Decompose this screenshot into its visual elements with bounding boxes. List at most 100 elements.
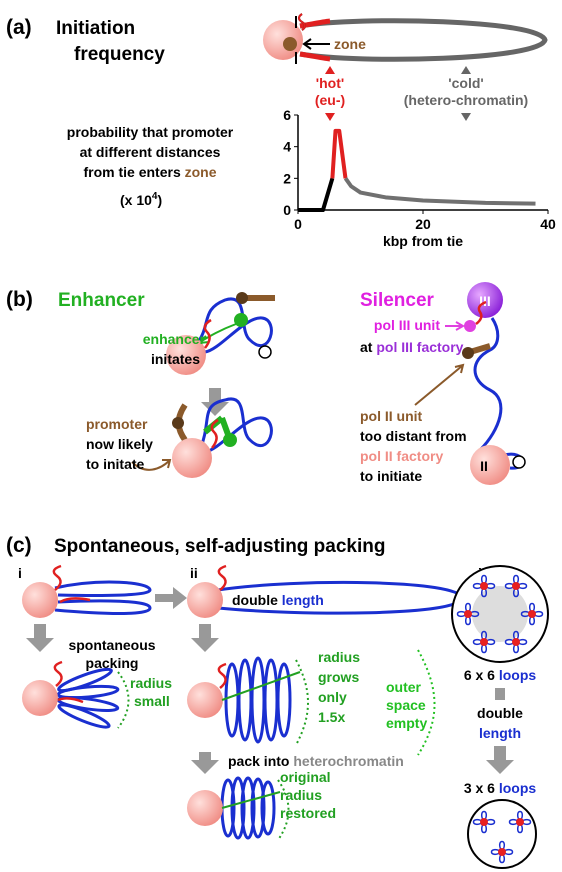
- inner-space: [472, 586, 528, 642]
- scale-prefix: (x 10: [120, 192, 152, 208]
- radius-label: grows: [318, 669, 359, 685]
- zone-word: zone: [185, 164, 217, 180]
- hetero-label: (hetero-chromatin): [404, 92, 528, 108]
- page: Figure {"panel_a": {"label": "(a)", "tit…: [0, 0, 562, 872]
- marker: [325, 113, 335, 121]
- dna-loop: [265, 660, 277, 740]
- y-tick-label: 0: [283, 202, 291, 218]
- label: at: [360, 339, 376, 355]
- pol2-unit-label: pol II unit: [360, 408, 423, 424]
- pol3-factory-label: pol III factory: [376, 339, 463, 355]
- polymerase-factory: [22, 582, 58, 618]
- marker: [325, 66, 335, 74]
- panel-title: Initiation: [56, 18, 135, 39]
- heterochromatin-label: heterochromatin: [293, 753, 403, 769]
- label: double: [232, 592, 282, 608]
- x-tick-label: 0: [294, 216, 302, 232]
- dna-loop: [252, 658, 264, 742]
- radius-label: radius: [280, 787, 322, 803]
- polymerase-factory: [187, 682, 223, 718]
- outer-label: outer: [386, 679, 422, 695]
- zone-arrow: [304, 39, 330, 49]
- gray-arrow: [486, 746, 514, 774]
- data-line: [298, 178, 332, 210]
- y-axis-label: probability that promoter: [67, 124, 234, 140]
- label: 6 x 6: [464, 667, 499, 683]
- label: at pol III factory: [360, 339, 464, 355]
- label: pack into heterochromatin: [228, 753, 404, 769]
- marker: [461, 113, 471, 121]
- scale-suffix: ): [157, 192, 162, 208]
- panel-title: frequency: [74, 44, 165, 65]
- dna-loop: [57, 701, 111, 731]
- outer-label: space: [386, 697, 426, 713]
- panel-title: Spontaneous, self-adjusting packing: [54, 536, 385, 557]
- radius-arc: [118, 672, 129, 728]
- outer-label: empty: [386, 715, 427, 731]
- panel-label: (a): [6, 16, 32, 39]
- scale-label: (x 104): [120, 191, 162, 208]
- label: double length: [232, 592, 324, 608]
- enhancer-label: enhancer: [143, 331, 206, 347]
- y-axis-label: at different distances: [80, 144, 221, 160]
- radius-label: only: [318, 689, 347, 705]
- enhancer-title: Enhancer: [58, 290, 145, 311]
- gray-arrow: [26, 624, 54, 652]
- label: too distant from: [360, 428, 467, 444]
- label: 6 x 6 loops: [464, 667, 537, 683]
- y-tick-label: 2: [283, 170, 291, 186]
- polymerase-factory: [172, 438, 212, 478]
- loops-label: loops: [499, 780, 537, 796]
- transcript: [219, 664, 226, 688]
- label: initates: [151, 351, 200, 367]
- label: spontaneous: [68, 637, 155, 653]
- label: packing: [86, 655, 139, 671]
- packed-loops: [222, 778, 274, 838]
- polymerase-factory: [187, 790, 223, 826]
- length-label: length: [479, 725, 521, 741]
- dna-loop: [226, 664, 238, 736]
- radius-label: small: [134, 693, 170, 709]
- dna-loop: [475, 318, 501, 450]
- packed-loops: [226, 658, 290, 742]
- enhancer-dot: [223, 433, 237, 447]
- radius-label: 1.5x: [318, 709, 345, 725]
- body: (a) Initiation frequency zone 'hot' (eu-…: [0, 0, 562, 872]
- chart: 024602040: [283, 107, 556, 232]
- loops-label: loops: [499, 667, 537, 683]
- arrow: [445, 322, 463, 330]
- marker: [461, 66, 471, 74]
- y-axis-label: from tie enters: [83, 164, 184, 180]
- dna-loop: [278, 664, 290, 736]
- x-tick-label: 20: [415, 216, 431, 232]
- pol2-label: II: [480, 458, 488, 474]
- zone-dot: [283, 37, 297, 51]
- silencer-title: Silencer: [360, 290, 435, 311]
- label: 3 x 6: [464, 780, 499, 796]
- polymerase-factory: [22, 680, 58, 716]
- nucleus: [468, 800, 536, 868]
- promoter-open: [259, 346, 271, 358]
- promoter-label: promoter: [86, 416, 148, 432]
- label: to initate: [86, 456, 145, 472]
- radius-label: restored: [280, 805, 336, 821]
- radius-label: radius: [130, 675, 172, 691]
- panel-label: (c): [6, 534, 32, 557]
- pol2-factory-label: pol II factory: [360, 448, 443, 464]
- gray-arrow: [191, 752, 219, 774]
- eu-label: (eu-): [315, 92, 345, 108]
- y-tick-label: 6: [283, 107, 291, 123]
- label: double: [477, 705, 523, 721]
- gray-arrow: [155, 587, 187, 609]
- promoter: [236, 292, 248, 304]
- pol2-factory: [470, 445, 510, 485]
- zone-label: zone: [334, 36, 366, 52]
- gray-bar: [495, 688, 505, 700]
- promoter: [462, 347, 474, 359]
- data-line: [346, 178, 536, 203]
- label: 3 x 6 loops: [464, 780, 537, 796]
- promoter-open: [513, 456, 525, 468]
- label: to initiate: [360, 468, 422, 484]
- polymerase-factory: [187, 582, 223, 618]
- x-axis-label: kbp from tie: [383, 233, 463, 249]
